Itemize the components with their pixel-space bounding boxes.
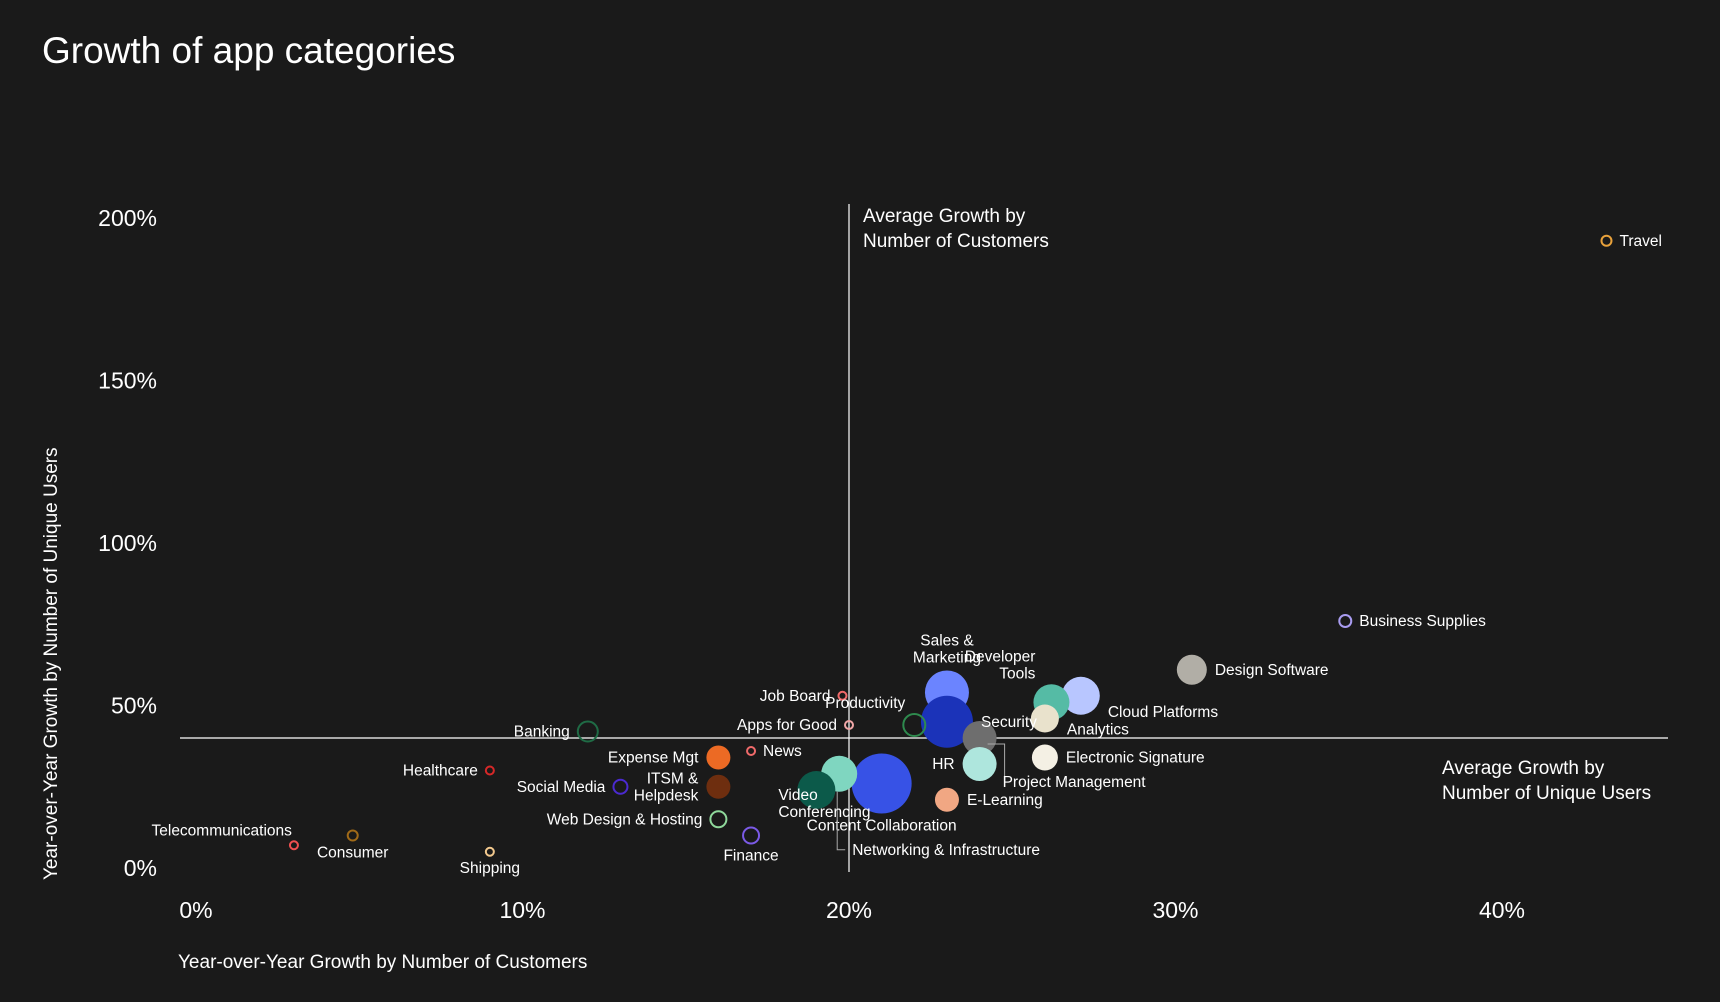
point-e-learning <box>934 787 959 812</box>
y-axis-title: Year-over-Year Growth by Number of Uniqu… <box>41 447 62 880</box>
x-tick-0: 0% <box>179 897 212 923</box>
label-shipping: Shipping <box>460 860 520 877</box>
x-tick-30: 30% <box>1152 897 1198 923</box>
y-tick-50: 50% <box>111 693 157 719</box>
label-business-supplies: Business Supplies <box>1359 613 1486 630</box>
data-points <box>288 234 1613 857</box>
label-content-collaboration: Content Collaboration <box>807 818 957 835</box>
label-cloud-platforms: Cloud Platforms <box>1108 704 1219 721</box>
y-axis-ticks: 0% 50% 100% 150% 200% <box>98 205 157 881</box>
label-developer-tools: Developer Tools <box>965 648 1036 682</box>
point-security <box>920 695 973 748</box>
point-video-conferencing <box>797 771 836 809</box>
label-banking: Banking <box>514 724 570 741</box>
label-job-board: Job Board <box>760 688 831 705</box>
y-tick-0: 0% <box>124 855 157 881</box>
y-tick-100: 100% <box>98 530 157 556</box>
label-design-software: Design Software <box>1215 662 1329 679</box>
point-productivity <box>902 713 927 737</box>
label-apps-for-good: Apps for Good <box>737 717 837 734</box>
avg-customers-label-0: Average Growth by <box>863 206 1026 227</box>
label-project-management: Project Management <box>1003 774 1147 791</box>
label-hr: HR <box>932 756 954 773</box>
label-consumer: Consumer <box>317 845 389 862</box>
leader-project-management <box>987 743 1006 780</box>
label-analytics: Analytics <box>1067 722 1129 739</box>
avg-users-label-0: Average Growth by <box>1442 758 1605 779</box>
label-social-media: Social Media <box>517 779 606 796</box>
point-itsm-helpdesk <box>706 774 731 799</box>
leader-networking-infrastructure <box>836 791 846 851</box>
point-job-board <box>837 690 848 701</box>
label-video-conferencing: Video Conferencing <box>778 787 870 821</box>
point-finance <box>742 826 761 845</box>
reference-lines: Average Growth by Number of Customers Aver… <box>180 204 1668 872</box>
label-security: Security <box>981 714 1037 731</box>
label-itsm-helpdesk: ITSM & Helpdesk <box>634 770 699 804</box>
label-healthcare: Healthcare <box>403 763 478 780</box>
point-healthcare <box>484 765 495 776</box>
point-web-design-hosting <box>709 810 728 829</box>
x-tick-20: 20% <box>826 897 872 923</box>
point-consumer <box>346 829 359 842</box>
avg-customers-label-1: Number of Customers <box>863 231 1049 252</box>
point-telecommunications <box>288 840 299 851</box>
point-design-software <box>1176 654 1207 685</box>
y-tick-150: 150% <box>98 368 157 394</box>
x-tick-10: 10% <box>499 897 545 923</box>
label-expense-mgt: Expense Mgt <box>608 750 699 767</box>
point-labels: Travel Business Supplies Design Software Cl… <box>152 233 1662 877</box>
label-e-learning: E-Learning <box>967 792 1043 809</box>
label-sales-marketing: Sales & Marketing <box>913 633 981 667</box>
chart-title: Growth of app categories <box>42 30 455 71</box>
point-hr <box>962 747 997 781</box>
point-banking <box>576 720 599 743</box>
point-content-collaboration <box>851 753 912 814</box>
point-shipping <box>484 846 495 857</box>
point-expense-mgt <box>706 745 731 770</box>
label-electronic-signature: Electronic Signature <box>1066 750 1205 767</box>
x-axis-title: Year-over-Year Growth by Number of Custo… <box>178 952 587 973</box>
label-finance: Finance <box>723 848 778 865</box>
label-news: News <box>763 743 802 760</box>
avg-users-label-1: Number of Unique Users <box>1442 783 1651 804</box>
x-axis-ticks: 0% 10% 20% 30% 40% <box>179 897 1525 923</box>
y-tick-200: 200% <box>98 205 157 231</box>
point-cloud-platforms <box>1061 676 1100 715</box>
point-social-media <box>612 778 629 795</box>
label-telecommunications: Telecommunications <box>152 822 293 839</box>
point-analytics <box>1030 704 1059 733</box>
point-travel <box>1600 234 1613 247</box>
label-networking-infrastructure: Networking & Infrastructure <box>852 842 1040 859</box>
point-project-management <box>962 721 997 755</box>
point-business-supplies <box>1338 614 1353 628</box>
point-electronic-signature <box>1031 744 1058 771</box>
point-news <box>746 746 757 756</box>
x-tick-40: 40% <box>1479 897 1525 923</box>
label-web-design-hosting: Web Design & Hosting <box>547 811 703 828</box>
label-travel: Travel <box>1619 233 1662 250</box>
point-apps-for-good <box>844 720 854 730</box>
label-productivity: Productivity <box>825 695 905 712</box>
